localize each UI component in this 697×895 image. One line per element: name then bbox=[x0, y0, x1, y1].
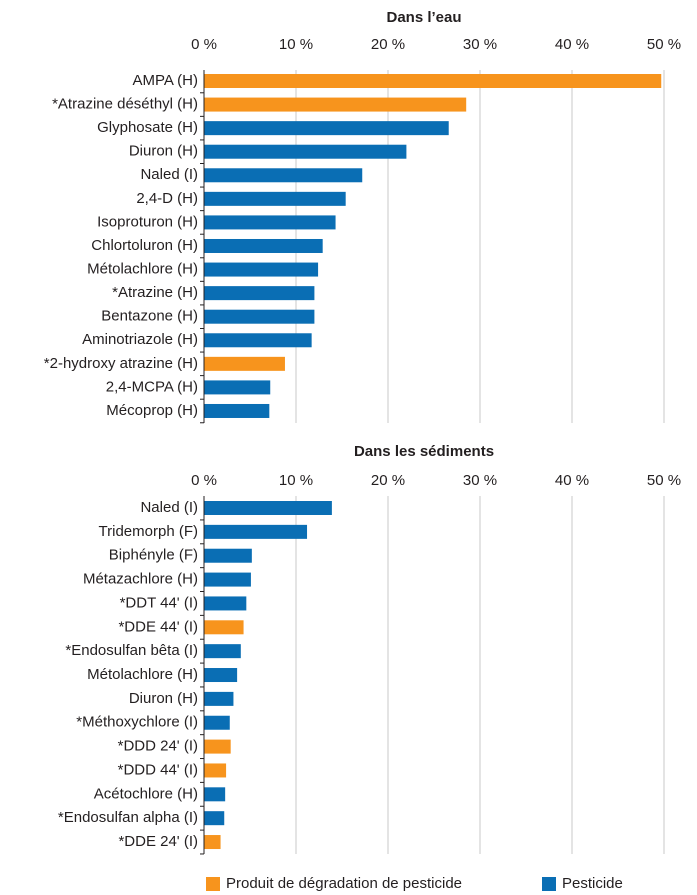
legend-label: Pesticide bbox=[562, 875, 623, 892]
bar bbox=[204, 835, 221, 850]
x-tick-label: 50 % bbox=[647, 36, 681, 53]
y-tick-label: Glyphosate (H) bbox=[97, 119, 198, 136]
y-tick-label: Métazachlore (H) bbox=[83, 571, 198, 588]
y-tick-label: Acétochlore (H) bbox=[94, 785, 198, 802]
x-tick-label: 30 % bbox=[463, 36, 497, 53]
bar bbox=[204, 380, 271, 395]
y-tick-label: 2,4-MCPA (H) bbox=[106, 378, 198, 395]
y-tick-label: AMPA (H) bbox=[132, 72, 198, 89]
y-tick-label: Isoproturon (H) bbox=[97, 213, 198, 230]
bar bbox=[204, 144, 407, 159]
y-tick-label: Diuron (H) bbox=[129, 143, 198, 160]
y-tick-label: Chlortoluron (H) bbox=[91, 237, 198, 254]
bar bbox=[204, 286, 315, 301]
legend-swatch bbox=[542, 877, 556, 891]
y-tick-label: *DDT 44' (I) bbox=[120, 594, 198, 611]
bar bbox=[204, 668, 238, 683]
bar bbox=[204, 763, 227, 778]
y-tick-label: Mécoprop (H) bbox=[106, 402, 198, 419]
y-tick-label: Métolachlore (H) bbox=[87, 261, 198, 278]
bar bbox=[204, 596, 247, 611]
bar bbox=[204, 811, 225, 826]
y-tick-label: *DDD 24' (I) bbox=[118, 738, 198, 755]
y-tick-label: Diuron (H) bbox=[129, 690, 198, 707]
y-tick-label: Métolachlore (H) bbox=[87, 666, 198, 683]
bar bbox=[204, 262, 319, 277]
x-tick-label: 50 % bbox=[647, 472, 681, 489]
bar bbox=[204, 620, 244, 635]
x-tick-label: 10 % bbox=[279, 472, 313, 489]
x-tick-label: 0 % bbox=[191, 36, 217, 53]
y-tick-label: *Endosulfan alpha (I) bbox=[58, 809, 198, 826]
bar bbox=[204, 787, 226, 802]
bar bbox=[204, 191, 346, 206]
x-tick-label: 20 % bbox=[371, 36, 405, 53]
y-tick-label: *Atrazine (H) bbox=[112, 284, 198, 301]
x-tick-label: 20 % bbox=[371, 472, 405, 489]
y-tick-label: Tridemorph (F) bbox=[99, 523, 198, 540]
y-tick-label: Bentazone (H) bbox=[101, 308, 198, 325]
bar bbox=[204, 572, 251, 587]
legend-label: Produit de dégradation de pesticide bbox=[226, 875, 462, 892]
x-tick-label: 10 % bbox=[279, 36, 313, 53]
y-tick-label: *DDE 44' (I) bbox=[118, 618, 198, 635]
x-tick-label: 30 % bbox=[463, 472, 497, 489]
bar bbox=[204, 309, 315, 324]
y-tick-label: Biphényle (F) bbox=[109, 547, 198, 564]
chart-title: Dans les sédiments bbox=[354, 443, 494, 460]
bar bbox=[204, 403, 270, 418]
bar bbox=[204, 74, 662, 88]
bar bbox=[204, 715, 230, 730]
bar bbox=[204, 691, 234, 706]
x-tick-label: 40 % bbox=[555, 36, 589, 53]
y-tick-label: *Méthoxychlore (I) bbox=[76, 714, 198, 731]
y-tick-label: *2-hydroxy atrazine (H) bbox=[44, 355, 198, 372]
y-tick-label: *Atrazine déséthyl (H) bbox=[52, 96, 198, 113]
bar bbox=[204, 501, 332, 515]
bar bbox=[204, 168, 363, 183]
y-tick-label: Naled (I) bbox=[140, 166, 198, 183]
legend-swatch bbox=[206, 877, 220, 891]
y-tick-label: *DDD 44' (I) bbox=[118, 761, 198, 778]
chart-title: Dans l’eau bbox=[386, 9, 461, 26]
y-tick-label: *DDE 24' (I) bbox=[118, 833, 198, 850]
y-tick-label: 2,4-D (H) bbox=[136, 190, 198, 207]
x-tick-label: 40 % bbox=[555, 472, 589, 489]
bar bbox=[204, 333, 312, 348]
bar bbox=[204, 644, 241, 659]
bar bbox=[204, 97, 467, 112]
bar bbox=[204, 121, 449, 136]
y-tick-label: *Endosulfan bêta (I) bbox=[65, 642, 198, 659]
bar bbox=[204, 524, 308, 539]
y-tick-label: Aminotriazole (H) bbox=[82, 331, 198, 348]
bar bbox=[204, 238, 323, 253]
bar bbox=[204, 548, 252, 563]
bar bbox=[204, 356, 285, 371]
y-tick-label: Naled (I) bbox=[140, 499, 198, 516]
bar bbox=[204, 215, 336, 230]
x-tick-label: 0 % bbox=[191, 472, 217, 489]
bar bbox=[204, 739, 231, 754]
